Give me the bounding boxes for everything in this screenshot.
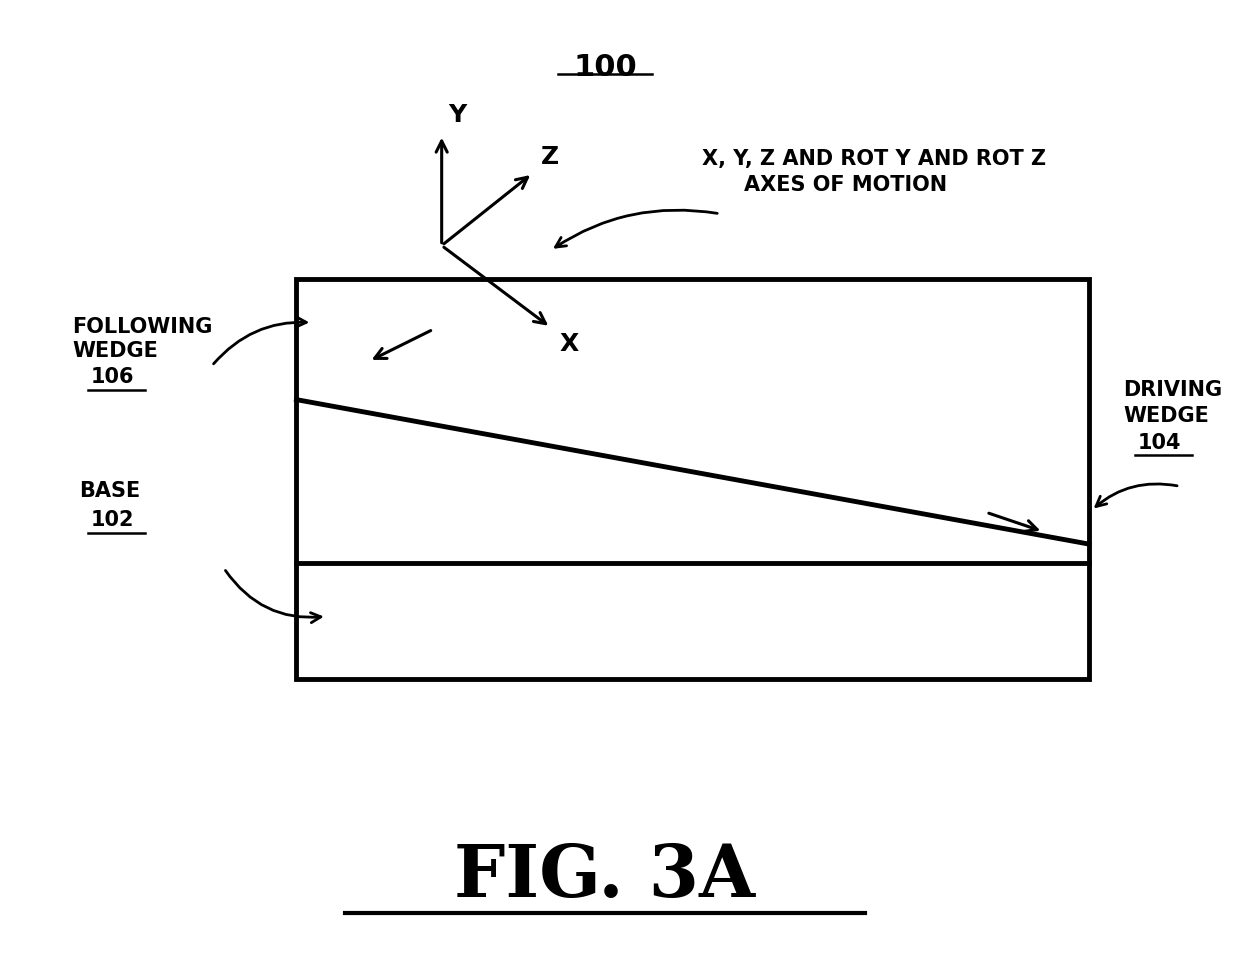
Text: 102: 102 (91, 510, 134, 530)
Text: Y: Y (448, 103, 466, 127)
Text: 104: 104 (1137, 433, 1180, 453)
Text: X, Y, Z AND ROT Y AND ROT Z: X, Y, Z AND ROT Y AND ROT Z (702, 149, 1047, 169)
Text: BASE: BASE (78, 482, 140, 501)
Text: 106: 106 (91, 368, 134, 387)
Text: Z: Z (541, 144, 559, 169)
Bar (296, 279, 1089, 679)
Text: 100: 100 (573, 53, 637, 82)
Text: DRIVING: DRIVING (1123, 380, 1223, 400)
Text: WEDGE: WEDGE (1123, 406, 1209, 426)
Text: FOLLOWING: FOLLOWING (73, 318, 213, 337)
Text: FIG. 3A: FIG. 3A (455, 841, 755, 912)
Text: AXES OF MOTION: AXES OF MOTION (744, 175, 947, 195)
Text: X: X (559, 332, 578, 356)
Text: WEDGE: WEDGE (73, 342, 159, 361)
